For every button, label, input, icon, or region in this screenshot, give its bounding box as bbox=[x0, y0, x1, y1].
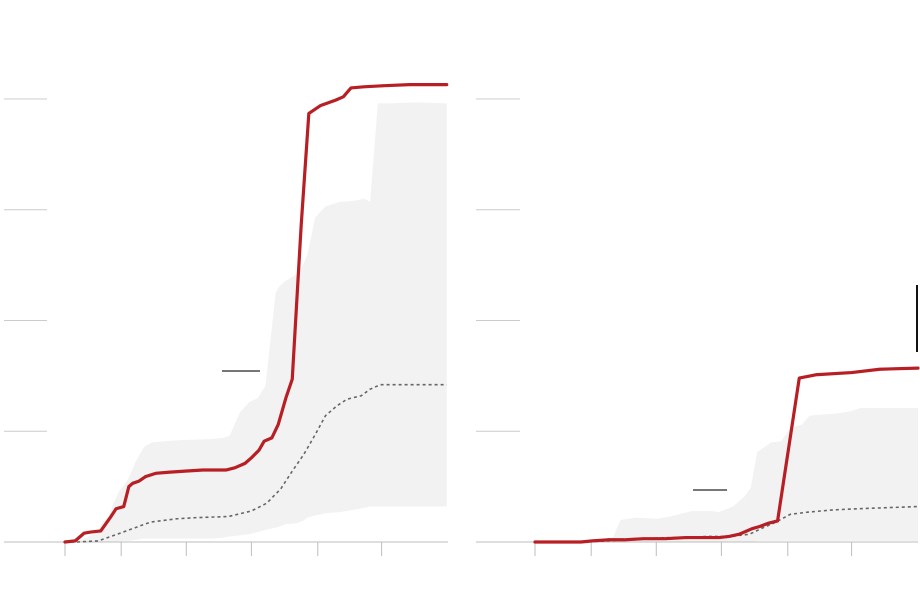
highlight-line bbox=[533, 366, 920, 544]
median-line bbox=[535, 505, 919, 543]
chart-left bbox=[4, 83, 449, 556]
range-band bbox=[65, 102, 447, 542]
range-band bbox=[535, 407, 918, 542]
highlight-line bbox=[63, 83, 449, 544]
chart-right bbox=[476, 98, 920, 556]
